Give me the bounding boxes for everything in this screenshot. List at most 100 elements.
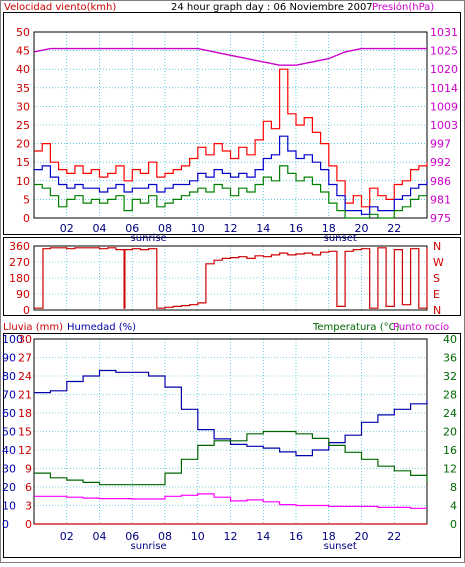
hum-xsub-0: sunrise — [131, 541, 167, 552]
pressure-ytick-6: 1009 — [430, 100, 458, 113]
wind-series-pressure — [33, 47, 427, 66]
dir-compass-3: E — [433, 288, 440, 301]
hum-xtick-1: 04 — [93, 530, 107, 543]
rain-ytick-9: 27 — [18, 352, 32, 365]
pressure-ytick-0: 975 — [430, 212, 451, 225]
rain-label: Lluvia (mm) — [3, 322, 63, 333]
wind-xtick-6: 14 — [256, 222, 270, 235]
dir-ytick-4: 360 — [9, 240, 30, 253]
wind-ytick-1: 5 — [23, 193, 30, 206]
hum-series-humidity — [34, 369, 428, 457]
pressure-ytick-1: 981 — [430, 193, 451, 206]
hum-xsub-1: sunset — [324, 541, 357, 552]
dir-ytick-3: 270 — [9, 256, 30, 269]
wind-xtick-10: 22 — [387, 222, 401, 235]
wind-ytick-8: 40 — [16, 63, 30, 76]
pressure-label: Presión(hPa) — [372, 1, 434, 13]
pressure-ytick-5: 1003 — [430, 119, 458, 132]
rain-ytick-2: 6 — [25, 481, 32, 494]
hum-xtick-8: 18 — [322, 530, 336, 543]
rain-ytick-10: 30 — [18, 333, 32, 346]
hum-series-temperature — [34, 430, 428, 486]
humidity-ytick-5: 50 — [2, 426, 16, 439]
humidity-label: Humedad (%) — [67, 322, 136, 333]
hum-xtick-7: 16 — [289, 530, 303, 543]
wind-panel-frame — [3, 12, 461, 235]
dir-series-direction — [34, 247, 428, 309]
wind-xtick-4: 10 — [191, 222, 205, 235]
humidity-ytick-10: 100 — [2, 333, 23, 346]
direction-panel-frame — [3, 237, 461, 316]
dir-ytick-1: 90 — [16, 288, 30, 301]
rain-ytick-7: 21 — [18, 389, 32, 402]
humidity-ytick-0: 0 — [2, 518, 9, 531]
rain-ytick-4: 12 — [18, 444, 32, 457]
humidity-ytick-4: 40 — [2, 444, 16, 457]
temp-ytick-6: 24 — [443, 407, 457, 420]
pressure-ytick-9: 1025 — [430, 45, 458, 58]
wind-ytick-7: 35 — [16, 82, 30, 95]
wind-series-average — [34, 135, 428, 215]
pressure-ytick-7: 1014 — [430, 82, 458, 95]
wind-ytick-5: 25 — [16, 119, 30, 132]
hum-xtick-0: 02 — [60, 530, 74, 543]
dir-ytick-0: 0 — [23, 304, 30, 317]
rain-ytick-0: 0 — [25, 518, 32, 531]
wind-xtick-5: 12 — [224, 222, 238, 235]
rain-ytick-8: 24 — [18, 370, 32, 383]
hum-xtick-5: 12 — [224, 530, 238, 543]
hum-xtick-3: 08 — [158, 530, 172, 543]
wind-xtick-3: 08 — [158, 222, 172, 235]
rain-ytick-1: 3 — [25, 500, 32, 513]
hum-series-dew_point — [34, 493, 427, 509]
wind-speed-label: Velocidad viento(kmh) — [4, 2, 116, 13]
wind-xtick-9: 20 — [355, 222, 369, 235]
humidity-panel-frame — [3, 333, 461, 558]
humidity-ytick-6: 60 — [2, 407, 16, 420]
temp-ytick-8: 32 — [443, 370, 457, 383]
temp-ytick-0: 0 — [450, 518, 457, 531]
temp-ytick-1: 4 — [450, 500, 457, 513]
humidity-ytick-7: 70 — [2, 389, 16, 402]
wind-xtick-0: 02 — [60, 222, 74, 235]
humidity-ytick-8: 80 — [2, 370, 16, 383]
hum-xtick-4: 10 — [191, 530, 205, 543]
graph-title: 24 hour graph day : 06 Noviembre 2007 — [171, 2, 373, 13]
wind-series-minimum — [34, 165, 427, 219]
humidity-ytick-9: 90 — [2, 352, 16, 365]
hum-xtick-10: 22 — [387, 530, 401, 543]
humidity-temperature-chart: 0102030405060708090100036912151821242730… — [2, 333, 457, 552]
rain-ytick-6: 18 — [18, 407, 32, 420]
hum-xtick-6: 14 — [256, 530, 270, 543]
humidity-ytick-2: 20 — [2, 481, 16, 494]
wind-xsub-0: sunrise — [131, 233, 167, 244]
wind-pressure-chart: 0 5 10 15 20 25 30 35 40 45 50 975 981 986 992 997 1003 1… — [16, 26, 458, 244]
temp-ytick-5: 20 — [443, 426, 457, 439]
wind-xtick-8: 18 — [322, 222, 336, 235]
dew-point-label: Punto rocío — [393, 321, 449, 333]
temp-ytick-4: 16 — [443, 444, 457, 457]
rain-ytick-3: 9 — [25, 463, 32, 476]
hum-xtick-2: 06 — [125, 530, 139, 543]
temp-ytick-7: 28 — [443, 389, 457, 402]
rain-ytick-5: 15 — [18, 426, 32, 439]
humidity-ytick-3: 30 — [2, 463, 16, 476]
wind-ytick-2: 10 — [16, 175, 30, 188]
wind-xtick-7: 16 — [289, 222, 303, 235]
temp-ytick-3: 12 — [443, 463, 457, 476]
wind-ytick-3: 15 — [16, 156, 30, 169]
wind-ytick-9: 45 — [16, 45, 30, 58]
wind-series-gust — [34, 68, 428, 208]
pressure-ytick-2: 986 — [430, 175, 451, 188]
wind-plot-border — [33, 31, 428, 219]
pressure-ytick-3: 992 — [430, 156, 451, 169]
dir-ytick-2: 180 — [9, 272, 30, 285]
dir-compass-1: W — [433, 256, 444, 269]
hum-xtick-9: 20 — [355, 530, 369, 543]
wind-ytick-0: 0 — [23, 212, 30, 225]
dir-compass-2: S — [433, 272, 440, 285]
wind-xtick-1: 04 — [93, 222, 107, 235]
